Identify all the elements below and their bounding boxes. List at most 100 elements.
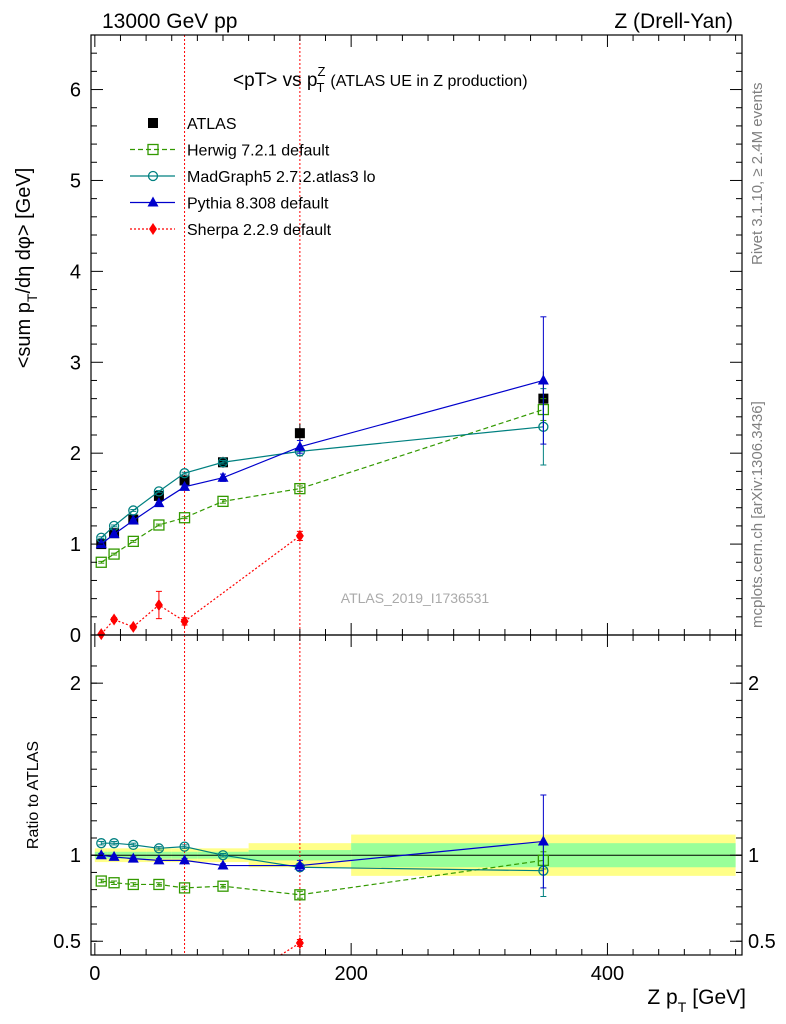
main-point-3-7 xyxy=(537,374,549,385)
main-point-4-5 xyxy=(295,529,304,542)
ratio-ytick-label-0: 0.5 xyxy=(53,931,81,953)
main-ytick-label-0: 0 xyxy=(70,625,81,647)
main-series-3 xyxy=(95,316,549,549)
main-ytick-label-5: 5 xyxy=(70,170,81,192)
header-right: Z (Drell-Yan) xyxy=(614,10,733,33)
legend-label-0: ATLAS xyxy=(187,116,237,133)
ratio-series-0 xyxy=(95,851,550,901)
ratio-point-1-4 xyxy=(179,841,190,852)
ratio-point-0-0 xyxy=(95,875,107,887)
main-point-3-5 xyxy=(217,471,229,482)
ratio-series-line-0 xyxy=(101,859,544,896)
main-point-3-4 xyxy=(179,480,191,491)
ratio-point-1-2 xyxy=(128,839,139,851)
main-ylabel-rest: /dη dφ> [GeV] xyxy=(13,168,35,294)
main-series-line-1 xyxy=(100,408,544,563)
main-point-1-6 xyxy=(294,482,306,495)
ratio-point-1-0 xyxy=(96,838,107,849)
ratio-point-0-5 xyxy=(217,880,229,892)
header-left: 13000 GeV pp xyxy=(102,10,237,33)
ratio-point-0-2 xyxy=(127,878,139,891)
ratio-ytick-label-2: 2 xyxy=(70,673,81,695)
legend-label-1: Herwig 7.2.1 default xyxy=(187,143,330,160)
main-ytick-label-6: 6 xyxy=(70,80,81,102)
main-point-1-3 xyxy=(153,519,165,531)
legend-entry-3: Pythia 8.308 default xyxy=(130,196,329,213)
main-point-3-1 xyxy=(108,528,120,539)
x-axis-label-rest: [GeV] xyxy=(692,986,746,1009)
legend-entry-1: Herwig 7.2.1 default xyxy=(130,143,330,160)
main-point-4-2 xyxy=(129,620,138,633)
legend-marker-2 xyxy=(147,170,159,182)
ratio-point-1-3 xyxy=(153,843,165,854)
main-series-4 xyxy=(97,529,304,641)
main-point-4-3 xyxy=(154,599,163,611)
main-point-3-6 xyxy=(294,440,306,451)
ratio-ytick-label-1: 1 xyxy=(70,845,81,867)
main-point-4-4 xyxy=(180,615,189,628)
ratio-point-3-1 xyxy=(295,936,304,949)
xtick-label-0: 0 xyxy=(89,963,100,985)
ratio-point-0-6 xyxy=(294,889,306,901)
ratio-point-0-1 xyxy=(108,877,120,889)
legend-entry-4: Sherpa 2.2.9 default xyxy=(130,222,332,239)
x-axis-label-sub: T xyxy=(678,999,687,1015)
ratio-series-3 xyxy=(280,936,304,956)
main-point-1-1 xyxy=(108,548,120,560)
ratio-ytick-label-right-0: 0.5 xyxy=(748,931,776,953)
main-point-3-2 xyxy=(127,514,139,525)
main-series-line-2 xyxy=(100,426,544,539)
main-title-sub: T xyxy=(316,80,324,95)
series-layer xyxy=(95,316,550,956)
ratio-frame xyxy=(90,634,743,956)
ratio-point-0-4 xyxy=(178,882,191,894)
ratio-ylabel: Ratio to ATLAS xyxy=(25,741,42,849)
xtick-label-1: 200 xyxy=(334,963,367,985)
ratio-point-2-5 xyxy=(217,859,229,870)
ratio-series-2 xyxy=(95,794,549,889)
legend-marker-3 xyxy=(147,196,159,207)
xtick-label-2: 400 xyxy=(591,963,624,985)
ratio-point-2-4 xyxy=(179,854,191,865)
main-ytick-label-3: 3 xyxy=(70,352,81,374)
legend-entry-2: MadGraph5 2.7.2.atlas3 lo xyxy=(130,169,376,186)
main-ytick-label-1: 1 xyxy=(70,534,81,556)
ratio-series-line-3 xyxy=(280,942,301,956)
rivet-label: Rivet 3.1.10, ≥ 2.4M events xyxy=(749,83,766,266)
main-point-3-0 xyxy=(95,538,107,549)
main-ylabel-sub: T xyxy=(24,293,40,302)
ratio-point-2-7 xyxy=(537,835,549,846)
ratio-point-0-3 xyxy=(153,878,165,891)
main-series-line-4 xyxy=(100,535,301,635)
legend-marker-4 xyxy=(149,223,157,235)
legend-label-4: Sherpa 2.2.9 default xyxy=(187,222,332,239)
reference-lines xyxy=(91,35,742,955)
main-point-2-3 xyxy=(153,486,165,497)
ratio-ytick-label-right-2: 2 xyxy=(748,673,759,695)
main-point-4-1 xyxy=(110,613,119,626)
main-point-4-0 xyxy=(97,628,106,641)
main-title: <pT> vs pZ T (ATLAS UE in Z production) xyxy=(233,64,528,95)
main-title-text: <pT> vs p xyxy=(233,70,318,91)
ratio-point-2-6 xyxy=(294,859,306,870)
main-point-2-5 xyxy=(217,457,229,468)
main-point-0-6 xyxy=(294,428,305,439)
legend-label-2: MadGraph5 2.7.2.atlas3 lo xyxy=(187,169,376,186)
main-point-1-4 xyxy=(178,512,191,524)
ratio-ytick-label-right-1: 1 xyxy=(748,845,759,867)
analysis-watermark: ATLAS_2019_I1736531 xyxy=(341,590,490,606)
main-ylabel-text: <sum p xyxy=(13,302,35,368)
x-axis-label-text: Z p xyxy=(647,986,677,1009)
main-title-sup: Z xyxy=(318,64,326,79)
main-title-rest: (ATLAS UE in Z production) xyxy=(330,73,527,90)
legend-entry-0: ATLAS xyxy=(148,116,237,133)
ratio-point-1-1 xyxy=(108,838,120,849)
ratio-point-2-2 xyxy=(127,852,139,863)
legend-label-3: Pythia 8.308 default xyxy=(187,196,329,213)
ratio-point-2-1 xyxy=(108,850,120,861)
axes-layer: 0 1 2 3 4 5 6 0.5 0.5 1 1 2 2 0 200 400 xyxy=(53,34,776,985)
main-point-0-4 xyxy=(179,475,190,486)
main-point-3-3 xyxy=(153,497,165,508)
main-series-2 xyxy=(96,388,549,543)
